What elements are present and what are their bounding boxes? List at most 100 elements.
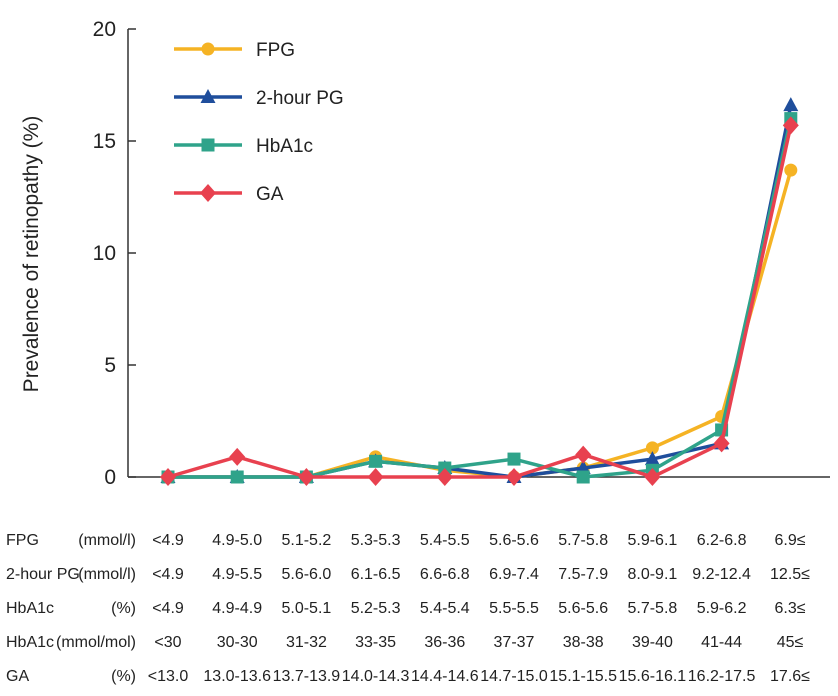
series-ga <box>160 116 799 486</box>
table-row-name: HbA1c <box>6 600 54 617</box>
data-point-ga <box>229 447 246 466</box>
table-cell: <4.9 <box>152 532 184 549</box>
table-cell: 45≤ <box>777 634 804 651</box>
table-cell: 5.5-5.5 <box>489 600 539 617</box>
table-cell: 5.9-6.1 <box>627 532 677 549</box>
table-row-hba1c: HbA1c (%) <4.9 4.9-4.9 5.0-5.1 5.2-5.3 5.4-5.4… <box>6 600 806 617</box>
y-tick-label: 10 <box>93 242 116 265</box>
data-point-2-hour-pg <box>783 97 799 112</box>
legend-item-ga: GA <box>174 184 284 205</box>
table-cell: 5.1-5.2 <box>281 532 331 549</box>
series-layer <box>160 97 799 486</box>
y-tick-label: 15 <box>93 130 116 153</box>
legend-item-2-hour-pg: 2-hour PG <box>174 88 344 109</box>
table-cell: 14.7-15.0 <box>480 668 548 685</box>
series-line-2-hour-pg <box>168 104 793 479</box>
legend-swatch-marker <box>200 184 216 202</box>
data-point-hba1c <box>369 454 383 468</box>
series-hba1c <box>161 112 798 484</box>
table-cell: 7.5-7.9 <box>558 566 608 583</box>
data-point-ga <box>160 468 176 486</box>
table-cell: <30 <box>154 634 181 651</box>
table-cell: 5.6-5.6 <box>489 532 539 549</box>
table-cell: 14.4-14.6 <box>411 668 479 685</box>
series-fpg <box>161 163 798 484</box>
y-tick-label: 20 <box>93 18 116 41</box>
table-cell: 6.9-7.4 <box>489 566 539 583</box>
table-cell: 36-36 <box>424 634 465 651</box>
series-line-ga <box>167 124 793 479</box>
table-cell: 6.9≤ <box>774 532 805 549</box>
table-cell: 16.2-17.5 <box>688 668 756 685</box>
table-cell: 6.1-6.5 <box>351 566 401 583</box>
data-point-ga <box>782 116 799 135</box>
table-row-unit: (%) <box>111 600 136 617</box>
table-row-ga: GA (%) <13.0 13.0-13.6 13.7-13.9 14.0-14.3 14.… <box>6 668 810 685</box>
data-point-ga <box>436 468 453 486</box>
table-row-unit: (%) <box>111 668 136 685</box>
table-cell: 5.3-5.3 <box>351 532 401 549</box>
table-cell: 12.5≤ <box>770 566 810 583</box>
table-cell: 9.2-12.4 <box>692 566 751 583</box>
y-tick-label: 0 <box>104 466 116 489</box>
data-point-hba1c <box>576 470 590 484</box>
table-cell: 8.0-9.1 <box>627 566 677 583</box>
data-point-fpg <box>784 163 798 177</box>
table-cell: 39-40 <box>632 634 673 651</box>
table-cell: 13.0-13.6 <box>203 668 271 685</box>
table-row-name: GA <box>6 668 29 685</box>
table-cell: 5.6-6.0 <box>281 566 331 583</box>
legend-label: FPG <box>256 40 295 61</box>
y-axis-title: Prevalence of retinopathy (%) <box>20 116 43 393</box>
table-cell: 5.7-5.8 <box>627 600 677 617</box>
table-cell: 38-38 <box>563 634 604 651</box>
table-row-unit: (mmol/l) <box>78 532 136 549</box>
table-row-unit: (mmol/mol) <box>56 634 136 651</box>
table-cell: 15.6-16.1 <box>619 668 687 685</box>
data-point-ga <box>575 445 592 464</box>
table-cell: <13.0 <box>148 668 189 685</box>
table-row-2-hour-pg: 2-hour PG(mmol/l) <4.9 4.9-5.5 5.6-6.0 6.1-6… <box>6 566 810 583</box>
series-line-fpg <box>168 169 793 479</box>
series-line-hba1c <box>168 118 793 479</box>
table-cell: 6.6-6.8 <box>420 566 470 583</box>
table-row-fpg: FPG (mmol/l) <4.9 4.9-5.0 5.1-5.2 5.3-5.3 5.4-… <box>6 532 806 549</box>
table-cell: 5.0-5.1 <box>281 600 331 617</box>
table-cell: 4.9-5.0 <box>212 532 262 549</box>
data-point-2-hour-pg <box>644 451 660 466</box>
legend: FPG 2-hour PG HbA1c GA <box>174 40 344 205</box>
data-point-hba1c <box>230 470 244 484</box>
table-cell: 4.9-5.5 <box>212 566 262 583</box>
table-cell: 33-35 <box>355 634 396 651</box>
table-cell: 5.4-5.4 <box>420 600 470 617</box>
table-row-hba1c: HbA1c (mmol/mol) <30 30-30 31-32 33-35 36-36 37… <box>6 634 804 651</box>
data-point-ga <box>644 468 661 486</box>
data-point-ga <box>367 468 384 486</box>
table-cell: 5.7-5.8 <box>558 532 608 549</box>
table-cell: 4.9-4.9 <box>212 600 262 617</box>
table-cell: 31-32 <box>286 634 327 651</box>
table-cell: 17.6≤ <box>770 668 810 685</box>
table-cell: 5.9-6.2 <box>697 600 747 617</box>
table-cell: 30-30 <box>217 634 258 651</box>
table-cell: 5.4-5.5 <box>420 532 470 549</box>
table-cell: 15.1-15.5 <box>549 668 617 685</box>
table-cell: 6.2-6.8 <box>697 532 747 549</box>
table-cell: 5.6-5.6 <box>558 600 608 617</box>
table-cell: 37-37 <box>494 634 535 651</box>
data-point-ga <box>298 468 315 486</box>
table-cell: 6.3≤ <box>774 600 805 617</box>
table-cell: 14.0-14.3 <box>342 668 410 685</box>
legend-swatch-marker <box>200 89 216 103</box>
data-point-ga <box>506 468 522 486</box>
table-row-name: HbA1c <box>6 634 54 651</box>
legend-swatch-marker <box>201 138 215 152</box>
table-cell: <4.9 <box>152 600 184 617</box>
table-cell: <4.9 <box>152 566 184 583</box>
data-point-fpg <box>645 441 659 455</box>
legend-label: HbA1c <box>256 136 313 157</box>
legend-swatch-marker <box>201 42 215 56</box>
y-tick-label: 5 <box>104 354 116 377</box>
table-row-unit: (mmol/l) <box>78 566 136 583</box>
